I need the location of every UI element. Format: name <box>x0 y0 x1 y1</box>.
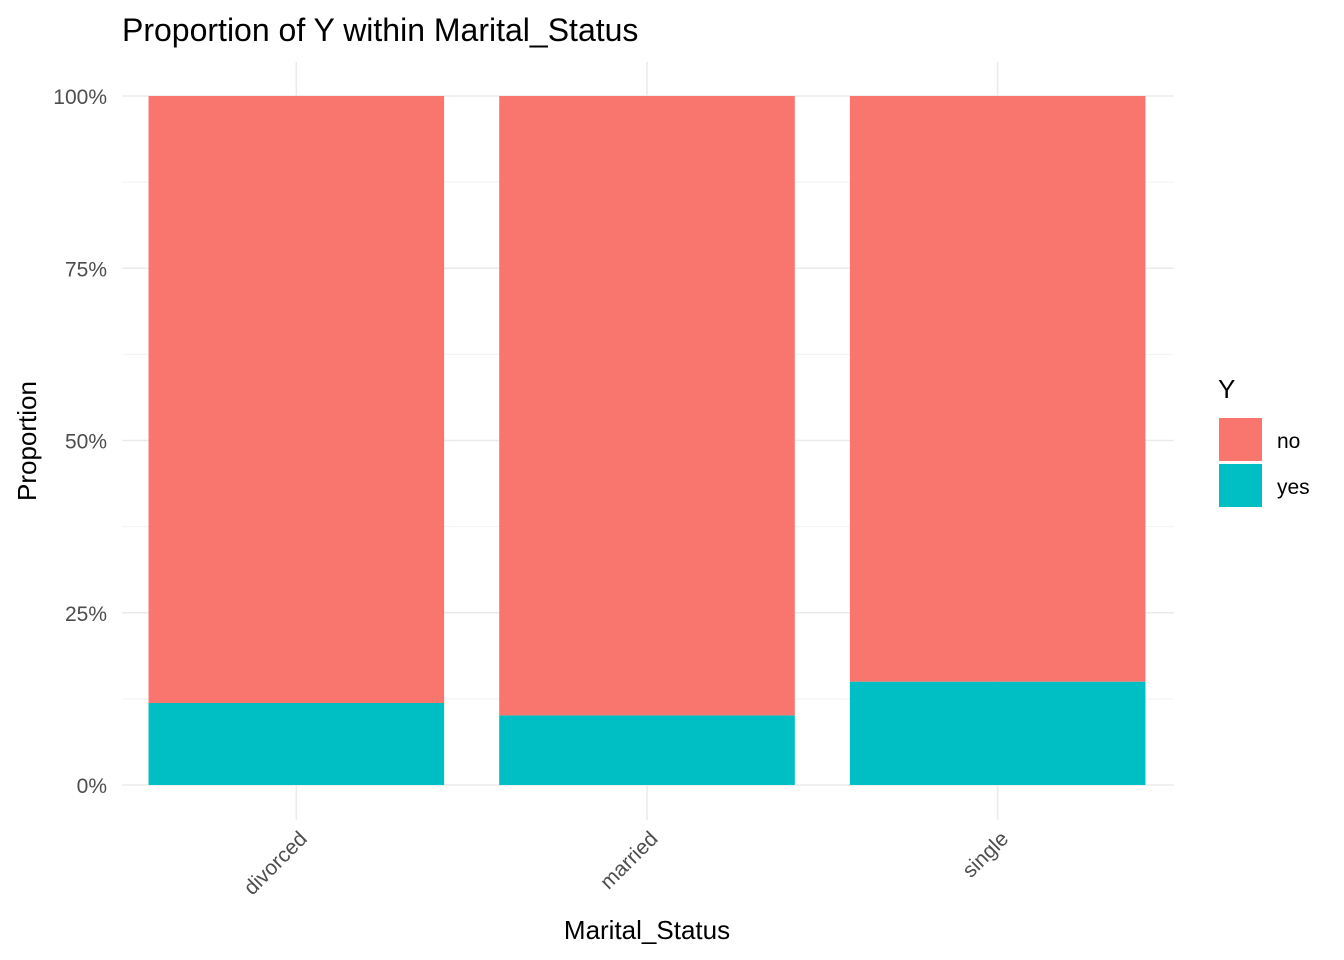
legend: Y no yes <box>1218 374 1310 507</box>
legend-key-no <box>1219 418 1262 461</box>
bar-married-no <box>499 96 795 716</box>
y-axis-title: Proportion <box>12 381 42 501</box>
x-axis-ticks: divorced married single <box>239 827 1013 899</box>
x-tick-label: divorced <box>239 827 311 899</box>
bar-single-no <box>849 96 1146 682</box>
legend-label-no: no <box>1277 430 1300 453</box>
bar-married-yes <box>499 715 795 785</box>
y-axis-ticks: 0% 25% 50% 75% 100% <box>53 86 107 798</box>
bar-divorced-yes <box>148 703 445 785</box>
y-tick-label: 100% <box>53 86 107 109</box>
legend-key-yes <box>1219 464 1262 507</box>
bar-single-yes <box>849 681 1146 785</box>
bar-divorced-no <box>148 96 445 704</box>
y-tick-label: 25% <box>65 603 107 626</box>
bars <box>148 96 1146 785</box>
x-axis-title: Marital_Status <box>564 915 730 945</box>
chart-title: Proportion of Y within Marital_Status <box>122 12 638 48</box>
y-tick-label: 0% <box>77 775 107 798</box>
legend-title: Y <box>1218 374 1235 404</box>
x-tick-label: single <box>958 827 1013 882</box>
y-tick-label: 75% <box>65 258 107 281</box>
legend-label-yes: yes <box>1277 476 1310 499</box>
x-tick-label: married <box>596 827 663 894</box>
y-tick-label: 50% <box>65 431 107 454</box>
